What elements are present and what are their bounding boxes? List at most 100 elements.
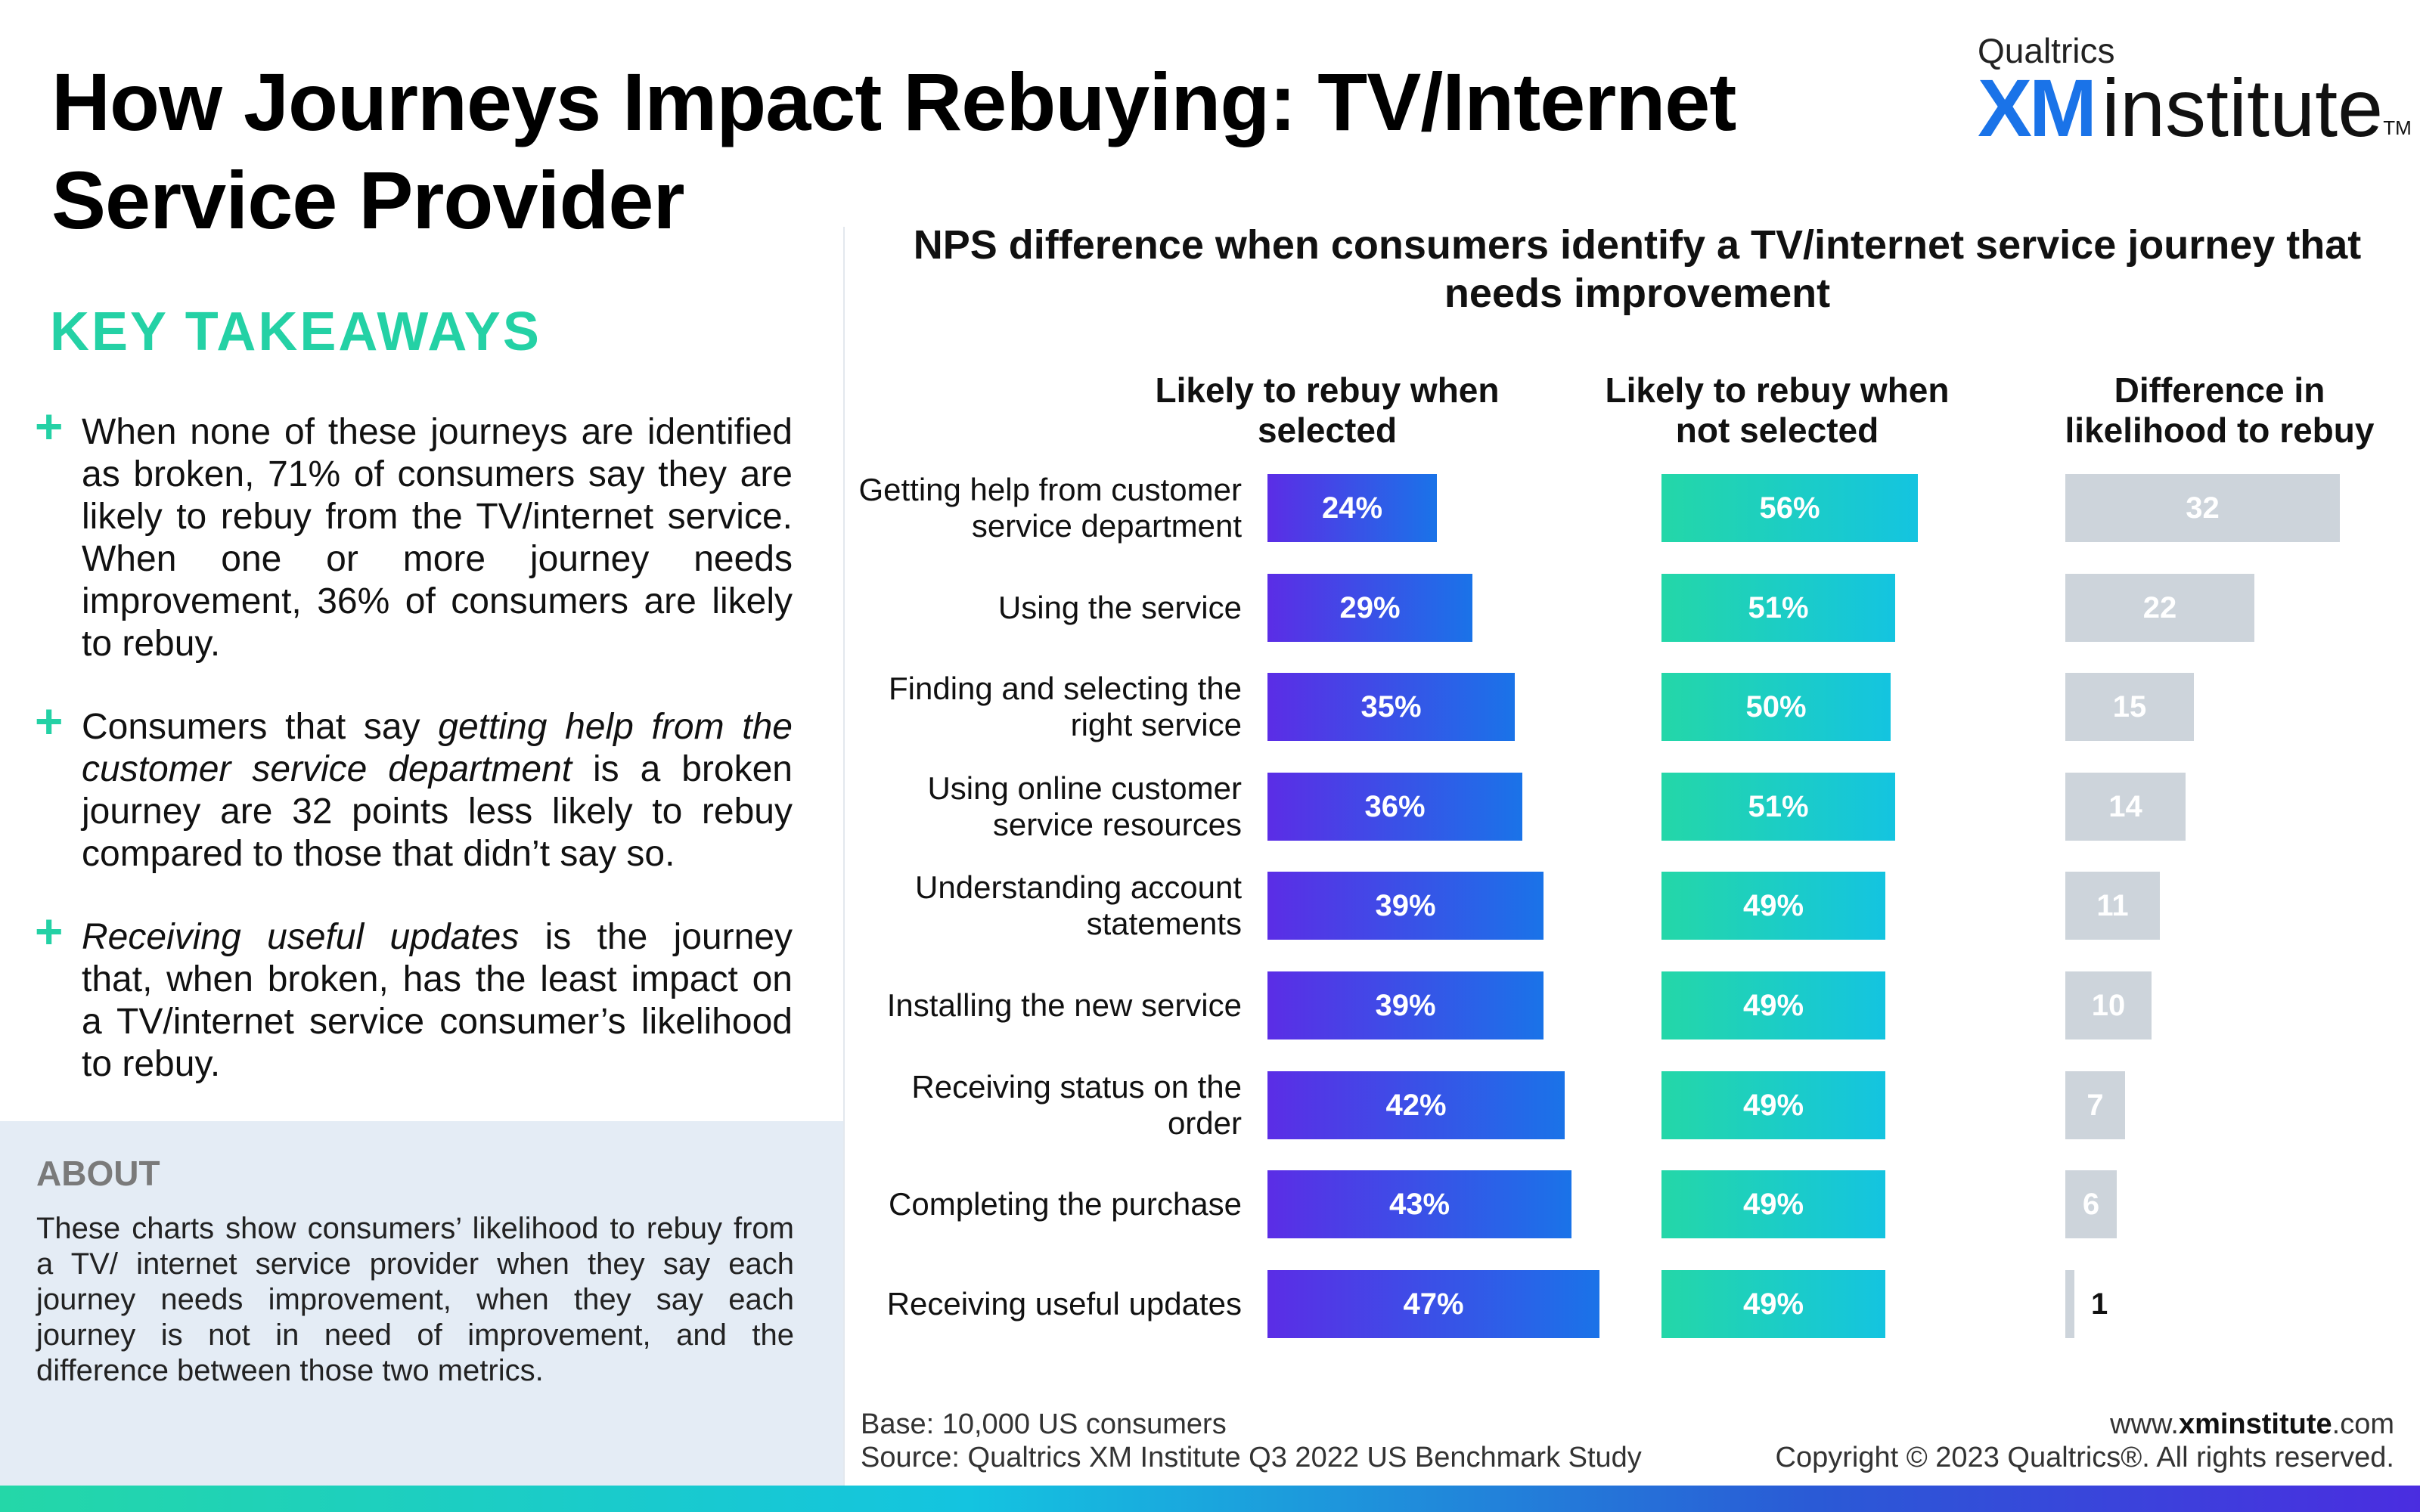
data-label: 10 xyxy=(2091,988,2126,1022)
data-label: 47% xyxy=(1403,1287,1464,1321)
data-label: 14 xyxy=(2108,789,2142,823)
key-takeaways-heading: KEY TAKEAWAYS xyxy=(50,302,541,362)
data-label: 49% xyxy=(1742,1287,1804,1321)
vertical-divider xyxy=(843,227,845,1486)
bar-not-selected: 49% xyxy=(1661,1071,1885,1139)
data-label: 39% xyxy=(1375,888,1436,922)
source-note: Source: Qualtrics XM Institute Q3 2022 U… xyxy=(861,1442,1642,1473)
takeaway-text: When none of these journeys are identifi… xyxy=(82,412,793,664)
takeaway-emphasis: getting help from the customer service d… xyxy=(82,707,793,789)
takeaway-item: Receiving useful updates is the journey … xyxy=(82,916,793,1086)
takeaway-text: Consumers that say xyxy=(82,707,439,747)
data-label: 51% xyxy=(1748,590,1809,624)
bar-selected: 39% xyxy=(1267,872,1544,940)
bar-selected: 39% xyxy=(1267,971,1544,1040)
column-header-difference: Difference in likelihood to rebuy xyxy=(2065,370,2375,450)
data-label: 49% xyxy=(1742,1088,1804,1122)
about-panel xyxy=(0,1121,843,1486)
data-label: 49% xyxy=(1742,988,1804,1022)
bar-selected: 35% xyxy=(1267,673,1515,741)
base-note: Base: 10,000 US consumers xyxy=(861,1408,1227,1440)
url-domain: xminstitute xyxy=(2178,1408,2332,1440)
plus-icon: + xyxy=(35,399,64,454)
column-header-selected: Likely to rebuy when selected xyxy=(1155,370,1500,450)
data-label: 49% xyxy=(1742,1187,1804,1221)
category-label: Understanding account statements xyxy=(915,869,1242,941)
data-label: 51% xyxy=(1748,789,1809,823)
category-label: Receiving status on the order xyxy=(911,1069,1242,1141)
copyright-text: Copyright © 2023 Qualtrics®. All rights … xyxy=(1775,1442,2394,1473)
footer-notes: Base: 10,000 US consumers Source: Qualtr… xyxy=(861,1408,1642,1474)
bar-selected: 47% xyxy=(1267,1270,1599,1338)
data-label: 32 xyxy=(2186,491,2220,525)
category-label: Installing the new service xyxy=(886,987,1242,1023)
xm-institute-logo: Qualtrics XMinstituteTM xyxy=(1978,30,2412,153)
bar-selected: 42% xyxy=(1267,1071,1565,1139)
category-label: Completing the purchase xyxy=(889,1186,1242,1222)
data-label: 22 xyxy=(2142,590,2177,624)
takeaway-text: is the journey that, when broken, has th… xyxy=(82,917,793,1084)
bar-difference: 32 xyxy=(2065,474,2340,542)
category-label: Using online customer service resources xyxy=(927,770,1242,842)
data-label: 11 xyxy=(2096,888,2129,922)
data-label: 24% xyxy=(1321,491,1383,525)
logo-wordmark: XMinstituteTM xyxy=(1978,59,2412,157)
data-label: 43% xyxy=(1388,1187,1450,1221)
bar-selected: 29% xyxy=(1267,574,1472,642)
data-label: 15 xyxy=(2112,689,2147,723)
logo-xm-text: XM xyxy=(1978,62,2097,153)
bar-difference: 22 xyxy=(2065,574,2254,642)
plus-icon: + xyxy=(35,694,64,748)
logo-qualtrics-text: Qualtrics xyxy=(1978,31,2115,70)
data-label: 36% xyxy=(1364,789,1426,823)
bar-difference: 15 xyxy=(2065,673,2194,741)
category-label: Getting help from customer service depar… xyxy=(858,472,1242,544)
url-prefix: www. xyxy=(2110,1408,2179,1440)
bottom-gradient-stripe xyxy=(0,1486,2420,1512)
website-link[interactable]: www.xminstitute.com xyxy=(1776,1408,2394,1441)
bar-not-selected: 51% xyxy=(1661,574,1895,642)
bar-selected: 43% xyxy=(1267,1170,1571,1238)
bar-difference: 10 xyxy=(2065,971,2152,1040)
data-label: 56% xyxy=(1759,491,1820,525)
bar-not-selected: 49% xyxy=(1661,872,1885,940)
data-label: 42% xyxy=(1385,1088,1447,1122)
takeaway-item: Consumers that say getting help from the… xyxy=(82,706,793,875)
data-label: 50% xyxy=(1745,689,1807,723)
footer-copyright: www.xminstitute.com Copyright © 2023 Qua… xyxy=(1776,1408,2394,1474)
bar-not-selected: 51% xyxy=(1661,773,1895,841)
url-suffix: .com xyxy=(2332,1408,2394,1440)
bar-not-selected: 56% xyxy=(1661,474,1918,542)
bar-difference: 14 xyxy=(2065,773,2186,841)
data-label: 39% xyxy=(1375,988,1436,1022)
category-label: Receiving useful updates xyxy=(886,1286,1242,1321)
takeaway-text: is a broken journey are 32 points less l… xyxy=(82,749,793,874)
data-label: 1 xyxy=(2091,1287,2108,1321)
bar-not-selected: 49% xyxy=(1661,1270,1885,1338)
category-label: Using the service xyxy=(997,590,1242,625)
data-label: 7 xyxy=(2086,1088,2104,1122)
data-label: 6 xyxy=(2082,1187,2100,1221)
data-label: 35% xyxy=(1360,689,1422,723)
bar-difference: 11 xyxy=(2065,872,2160,940)
data-label: 49% xyxy=(1742,888,1804,922)
page-title: How Journeys Impact Rebuying: TV/Interne… xyxy=(51,56,1736,246)
takeaway-item: When none of these journeys are identifi… xyxy=(82,411,793,665)
about-text: These charts show consumers’ likelihood … xyxy=(36,1212,794,1387)
bar-selected: 36% xyxy=(1267,773,1522,841)
bar-not-selected: 49% xyxy=(1661,1170,1885,1238)
data-label: 29% xyxy=(1339,590,1401,624)
bar-selected: 24% xyxy=(1267,474,1437,542)
bar-not-selected: 50% xyxy=(1661,673,1891,741)
chart-title: NPS difference when consumers identify a… xyxy=(913,222,2362,316)
about-heading: ABOUT xyxy=(36,1154,160,1193)
bar-difference: 6 xyxy=(2065,1170,2117,1238)
column-header-not-selected: Likely to rebuy when not selected xyxy=(1605,370,1950,450)
bar-not-selected: 49% xyxy=(1661,971,1885,1040)
takeaway-emphasis: Receiving useful updates xyxy=(82,917,520,957)
category-label: Finding and selecting the right service xyxy=(889,671,1242,742)
logo-institute-text: institute xyxy=(2102,62,2384,153)
logo-tm-text: TM xyxy=(2383,116,2412,139)
bar-difference: 7 xyxy=(2065,1071,2125,1139)
plus-icon: + xyxy=(35,904,64,959)
